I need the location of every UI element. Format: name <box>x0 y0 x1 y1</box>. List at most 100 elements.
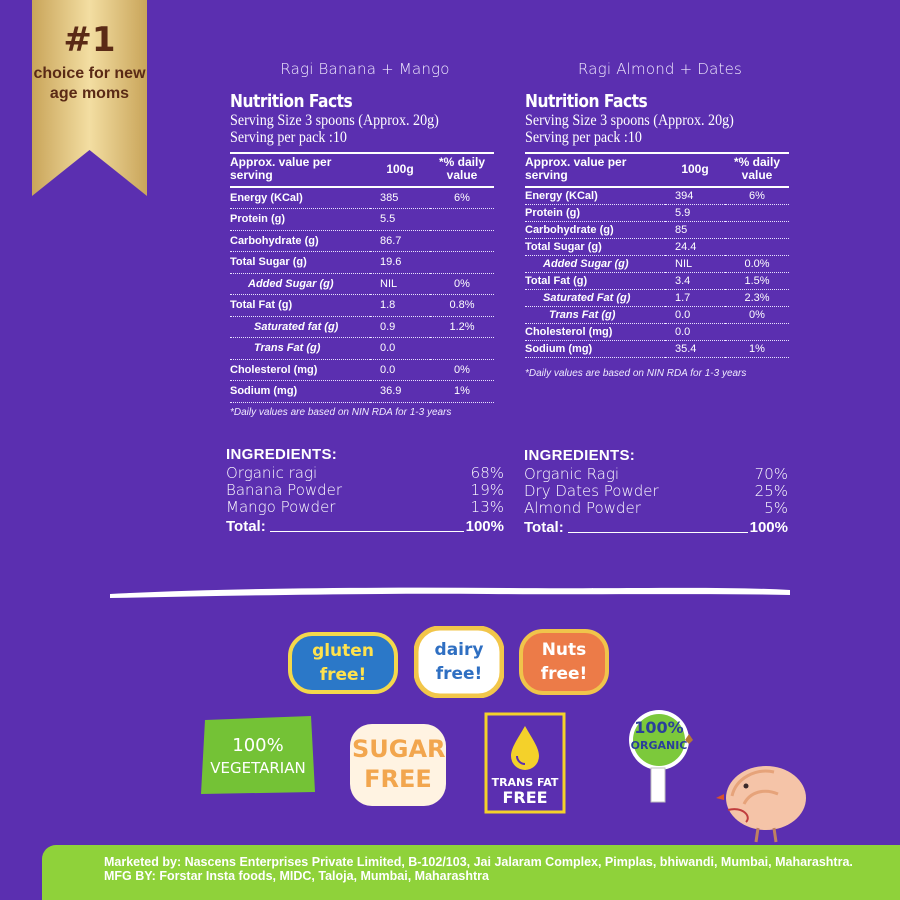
trans-fat-line1: TRANS FAT <box>491 776 559 789</box>
nutrient-value: 35.4 <box>665 340 725 359</box>
footer-text: Marketed by: Nascens Enterprises Private… <box>104 855 853 883</box>
nutrition-row: Added Sugar (g) NIL 0% <box>230 273 494 295</box>
ingredients-banana-mango: INGREDIENTS: Organic ragi 68% Banana Powd… <box>226 446 504 535</box>
nutrient-name: Sodium (mg) <box>525 340 665 359</box>
header-100g: 100g <box>370 152 430 188</box>
vegetarian-pct: 100% <box>232 735 284 756</box>
nutrient-daily-pct: 1.2% <box>430 316 494 338</box>
nutrient-name: Added Sugar (g) <box>230 273 370 295</box>
nutrient-daily-pct: 0.0% <box>725 255 789 273</box>
organic-text: ORGANIC <box>630 739 688 752</box>
nuts-free-badge: Nuts free! <box>519 629 609 695</box>
nutrient-value: NIL <box>370 273 430 295</box>
product-name: Ragi Almond + Dates <box>577 60 743 78</box>
nutrition-panel-banana-mango: Ragi Banana + Mango Nutrition Facts Serv… <box>230 60 500 418</box>
sugar-free-label: SUGAR FREE <box>352 735 446 793</box>
nutrition-table: Approx. value per serving 100g *% daily … <box>525 152 789 359</box>
dairy-free-label: dairy free! <box>434 640 484 684</box>
nutrient-value: 1.7 <box>665 289 725 308</box>
serving-size: Serving Size 3 spoons (Approx. 20g) <box>230 112 439 129</box>
nutrient-daily-pct: 0% <box>430 273 494 295</box>
serving-size: Serving Size 3 spoons (Approx. 20g) <box>525 112 734 129</box>
nutrient-name: Trans Fat (g) <box>230 337 370 360</box>
ingredient-name: Banana Powder <box>226 481 343 499</box>
nutrient-name: Total Sugar (g) <box>230 251 370 274</box>
header-daily-value: *% daily value <box>725 152 789 188</box>
ingredient-row: Organic Ragi 70% <box>524 466 788 483</box>
nutrient-name: Sodium (mg) <box>230 380 370 403</box>
ingredient-name: Mango Powder <box>226 498 336 516</box>
nutrient-value: 36.9 <box>370 380 430 403</box>
nutrition-row: Carbohydrate (g) 86.7 <box>230 230 494 252</box>
nutrient-value: NIL <box>665 255 725 273</box>
nutrient-daily-pct: 6% <box>725 187 789 205</box>
nutrient-daily-pct <box>430 337 494 360</box>
header-daily-value: *% daily value <box>430 152 494 188</box>
nutrient-value: 385 <box>370 187 430 209</box>
nutrition-row: Total Sugar (g) 19.6 <box>230 251 494 274</box>
nutrient-daily-pct: 0% <box>725 306 789 325</box>
rank-text: choice for new age moms <box>33 65 146 102</box>
nutrient-daily-pct <box>725 323 789 342</box>
nutrient-value: 0.0 <box>370 337 430 360</box>
vegetarian-badge: 100% VEGETARIAN <box>199 714 317 796</box>
nutrition-row: Energy (KCal) 385 6% <box>230 187 494 209</box>
nutrient-daily-pct <box>725 221 789 239</box>
nutrition-panel-almond-dates: Ragi Almond + Dates Nutrition Facts Serv… <box>525 60 795 379</box>
nuts-free-label: Nuts free! <box>540 640 588 684</box>
organic-pct: 100% <box>634 718 684 737</box>
nutrition-row: Cholesterol (mg) 0.0 0% <box>230 359 494 381</box>
trans-fat-free-badge: TRANS FAT FREE <box>484 712 566 814</box>
header-serving: Approx. value per serving <box>230 152 370 188</box>
nutrition-row: Total Sugar (g) 24.4 <box>525 238 789 256</box>
chick-illustration <box>716 758 812 844</box>
ingredient-pct: 25% <box>754 482 788 500</box>
nutrient-name: Energy (KCal) <box>230 187 370 209</box>
ingredient-name: Dry Dates Powder <box>524 482 659 500</box>
ingredient-row: Mango Powder 13% <box>226 499 504 516</box>
nutrition-table: Approx. value per serving 100g *% daily … <box>230 152 494 403</box>
nutrition-row: Saturated fat (g) 0.9 1.2% <box>230 316 494 338</box>
footer-bar: Marketed by: Nascens Enterprises Private… <box>42 845 900 900</box>
nutrition-facts-title: Nutrition Facts <box>525 91 648 112</box>
nutrient-value: 394 <box>665 187 725 205</box>
nutrient-name: Carbohydrate (g) <box>230 230 370 252</box>
nutrient-daily-pct: 1% <box>725 340 789 359</box>
nutrient-value: 86.7 <box>370 230 430 252</box>
nutrition-row: Trans Fat (g) 0.0 0% <box>525 306 789 325</box>
nutrition-row: Sodium (mg) 36.9 1% <box>230 380 494 403</box>
nutrition-row: Protein (g) 5.9 <box>525 204 789 222</box>
ingredient-row: Almond Powder 5% <box>524 500 788 517</box>
nutrient-daily-pct: 0% <box>430 359 494 381</box>
nutrient-value: 3.4 <box>665 272 725 291</box>
nutrient-daily-pct <box>430 230 494 252</box>
nutrient-name: Trans Fat (g) <box>525 306 665 325</box>
nutrition-row: Saturated Fat (g) 1.7 2.3% <box>525 289 789 308</box>
ingredient-name: Organic Ragi <box>524 465 620 483</box>
nutrient-name: Total Sugar (g) <box>525 238 665 256</box>
nutrient-value: 0.9 <box>370 316 430 338</box>
ingredient-pct: 70% <box>754 465 788 483</box>
nutrient-value: 24.4 <box>665 238 725 256</box>
nutrient-daily-pct: 1.5% <box>725 272 789 291</box>
nutrition-row: Total Fat (g) 1.8 0.8% <box>230 294 494 317</box>
organic-badge: 100% ORGANIC <box>611 710 707 806</box>
header-serving: Approx. value per serving <box>525 152 665 188</box>
nutrient-value: 85 <box>665 221 725 239</box>
total-label: Total: <box>226 518 266 535</box>
vegetarian-text: VEGETARIAN <box>210 759 306 777</box>
nutrient-name: Energy (KCal) <box>525 187 665 205</box>
footnote: *Daily values are based on NIN RDA for 1… <box>525 368 747 380</box>
nutrition-row: Cholesterol (mg) 0.0 <box>525 323 789 342</box>
nutrition-row: Trans Fat (g) 0.0 <box>230 337 494 360</box>
ingredients-title: INGREDIENTS: <box>524 447 636 464</box>
nutrition-row: Carbohydrate (g) 85 <box>525 221 789 239</box>
sugar-free-badge: SUGAR FREE <box>346 720 450 810</box>
nutrient-value: 0.0 <box>665 323 725 342</box>
nutrient-value: 19.6 <box>370 251 430 274</box>
header-100g: 100g <box>665 152 725 188</box>
ingredient-row: Banana Powder 19% <box>226 482 504 499</box>
ingredients-title: INGREDIENTS: <box>226 446 338 463</box>
total-divider <box>567 532 748 533</box>
nutrient-name: Protein (g) <box>525 204 665 222</box>
